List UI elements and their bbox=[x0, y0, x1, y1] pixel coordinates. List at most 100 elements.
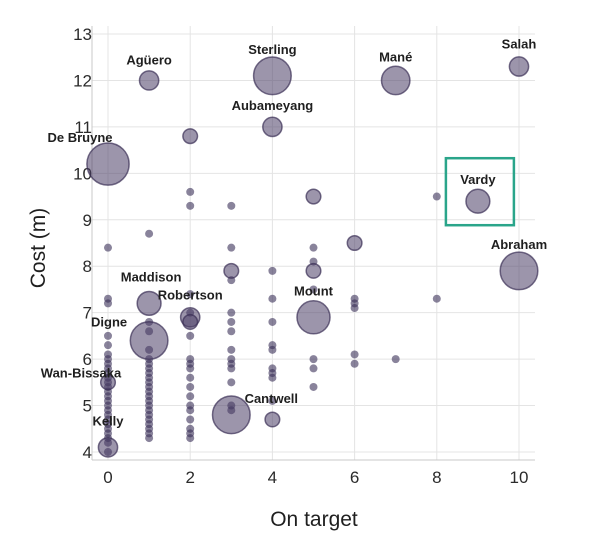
data-point bbox=[145, 434, 154, 443]
data-point bbox=[350, 304, 359, 313]
player-label: Sterling bbox=[248, 42, 296, 57]
data-point bbox=[309, 243, 318, 252]
data-point bbox=[309, 355, 318, 364]
player-label: Mané bbox=[379, 49, 412, 64]
y-tick-label: 12 bbox=[73, 71, 92, 90]
bubble-man- bbox=[380, 65, 411, 96]
data-point bbox=[186, 364, 195, 373]
data-point bbox=[268, 294, 277, 303]
bubble-kelly bbox=[97, 437, 119, 458]
x-tick-label: 2 bbox=[185, 468, 194, 487]
data-point bbox=[350, 359, 359, 368]
data-point bbox=[104, 299, 112, 308]
player-label: Maddison bbox=[121, 269, 182, 284]
bubble bbox=[346, 234, 363, 252]
player-label: Abraham bbox=[491, 237, 547, 252]
data-point bbox=[309, 285, 318, 294]
data-point bbox=[186, 331, 195, 340]
data-point bbox=[432, 192, 441, 201]
x-tick-label: 8 bbox=[432, 468, 441, 487]
bubble bbox=[182, 313, 199, 331]
data-point bbox=[227, 378, 236, 387]
bubble-maddison bbox=[136, 290, 162, 317]
data-point bbox=[186, 382, 195, 391]
data-point bbox=[227, 345, 236, 354]
y-tick-label: 6 bbox=[83, 350, 92, 369]
data-point bbox=[268, 396, 277, 405]
data-point bbox=[186, 406, 195, 415]
data-point bbox=[309, 364, 318, 373]
x-tick-label: 0 bbox=[103, 468, 112, 487]
x-tick-label: 4 bbox=[268, 468, 277, 487]
bubble-wan-bissaka bbox=[99, 374, 117, 391]
data-point bbox=[186, 392, 195, 401]
bubble-ag-ero bbox=[138, 70, 160, 91]
data-point bbox=[227, 364, 236, 373]
bubble-abraham bbox=[499, 251, 539, 291]
data-point bbox=[309, 382, 318, 391]
player-label: Agüero bbox=[126, 52, 172, 67]
bubble-mount bbox=[296, 300, 331, 335]
data-point bbox=[186, 187, 195, 196]
y-tick-label: 11 bbox=[74, 118, 92, 137]
data-point bbox=[227, 308, 236, 317]
data-point bbox=[350, 350, 359, 359]
player-label: Robertson bbox=[158, 287, 223, 302]
y-tick-label: 13 bbox=[73, 25, 92, 44]
data-point bbox=[227, 243, 236, 252]
player-label: Cantwell bbox=[245, 391, 298, 406]
point-labels: Agüero Sterling Mané Salah Aubameyang De Bruy… bbox=[41, 37, 547, 429]
data-point bbox=[268, 373, 277, 382]
player-label: Aubameyang bbox=[232, 98, 314, 113]
data-point bbox=[432, 294, 441, 303]
data-point bbox=[391, 355, 400, 364]
data-point bbox=[186, 434, 195, 443]
data-point bbox=[227, 317, 236, 326]
player-label: Salah bbox=[502, 37, 537, 52]
data-point bbox=[268, 317, 277, 326]
bubble bbox=[264, 411, 281, 428]
data-point bbox=[186, 201, 195, 210]
bubble-salah bbox=[508, 56, 530, 77]
data-point bbox=[186, 415, 195, 424]
data-point bbox=[104, 243, 112, 252]
player-label: De Bruyne bbox=[47, 130, 112, 145]
player-label: Digne bbox=[91, 315, 127, 330]
bubble bbox=[223, 262, 240, 279]
player-label: Vardy bbox=[460, 172, 496, 187]
bubble-aubameyang bbox=[262, 116, 283, 138]
bubble bbox=[182, 128, 199, 145]
data-point bbox=[104, 331, 112, 340]
data-point bbox=[268, 266, 277, 275]
data-point bbox=[268, 345, 277, 354]
y-tick-label: 9 bbox=[83, 211, 92, 230]
y-tick-label: 4 bbox=[83, 443, 92, 462]
data-marks bbox=[86, 56, 539, 458]
x-tick-label: 6 bbox=[350, 468, 359, 487]
player-label: Kelly bbox=[92, 413, 124, 428]
bubble-sterling bbox=[252, 56, 292, 96]
player-label: Wan-Bissaka bbox=[41, 365, 122, 380]
y-axis-title: Cost (m) bbox=[27, 208, 50, 289]
bubble-digne bbox=[129, 320, 169, 361]
data-point bbox=[186, 373, 195, 382]
bubble-vardy bbox=[465, 188, 491, 214]
x-tick-label: 10 bbox=[510, 468, 529, 487]
bubble bbox=[305, 188, 322, 205]
data-point bbox=[104, 341, 112, 350]
x-axis-title: On target bbox=[270, 508, 358, 531]
data-point bbox=[186, 290, 195, 299]
data-point bbox=[145, 229, 154, 238]
highlight-box bbox=[444, 156, 516, 227]
y-tick-label: 7 bbox=[83, 304, 92, 323]
y-tick-label: 8 bbox=[83, 257, 92, 276]
bubble bbox=[305, 262, 322, 279]
bubble-de-bruyne bbox=[86, 142, 130, 186]
player-label: Mount bbox=[294, 283, 334, 298]
data-point bbox=[227, 201, 236, 210]
data-point bbox=[227, 327, 236, 336]
bubble-cantwell bbox=[211, 395, 251, 435]
grid bbox=[91, 26, 535, 461]
